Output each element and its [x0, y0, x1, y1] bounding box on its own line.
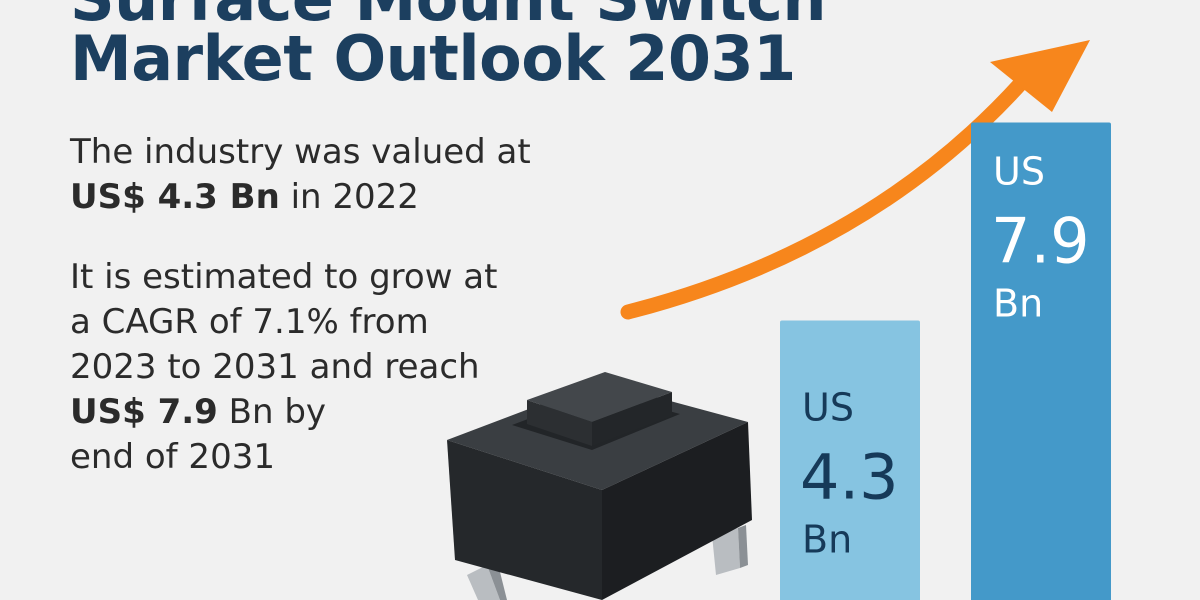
forecast-unit: Bn by: [217, 392, 327, 432]
forecast-value: US$ 7.9: [70, 392, 218, 432]
bar-2031-label-prefix: US: [993, 150, 1045, 194]
bar-2031-value-label: 7.9: [991, 205, 1090, 278]
bar-2022-label-suffix: Bn: [802, 518, 852, 562]
valuation-text-line-1: The industry was valued at: [70, 132, 531, 172]
forecast-text-line-1: It is estimated to grow at: [70, 257, 498, 297]
forecast-text-line-4: US$ 7.9 Bn by: [70, 390, 497, 435]
bar-2022-value-label: 4.3: [800, 441, 899, 514]
bar-2031-label-suffix: Bn: [993, 282, 1043, 326]
forecast-text: It is estimated to grow at a CAGR of 7.1…: [70, 255, 497, 480]
forecast-text-line-3: 2023 to 2031 and reach: [70, 347, 480, 387]
tactile-switch-icon: [447, 372, 752, 600]
forecast-text-line-5: end of 2031: [70, 437, 275, 477]
bar-2022-label-prefix: US: [802, 386, 854, 430]
forecast-text-line-2: a CAGR of 7.1% from: [70, 302, 429, 342]
valuation-text: The industry was valued at US$ 4.3 Bn in…: [70, 130, 531, 220]
bar-2031: [971, 122, 1111, 600]
valuation-text-line-2: US$ 4.3 Bn in 2022: [70, 175, 531, 220]
bar-2022: [780, 320, 920, 600]
valuation-value: US$ 4.3 Bn: [70, 177, 280, 217]
page-title-line-1: Surface Mount Switch: [70, 0, 827, 30]
bar-chart: US 4.3 Bn US 7.9 Bn: [780, 122, 1111, 600]
page-title: Market Outlook 2031: [70, 22, 796, 95]
valuation-year: in 2022: [279, 177, 419, 217]
